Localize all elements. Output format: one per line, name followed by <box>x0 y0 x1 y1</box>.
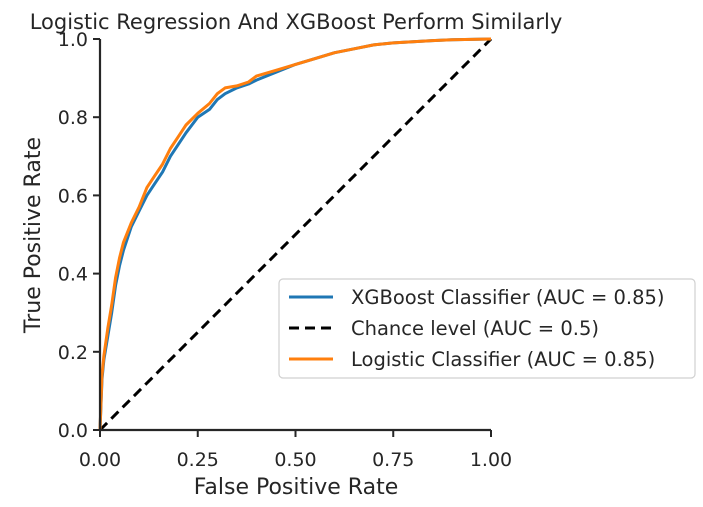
legend-items: XGBoost Classifier (AUC = 0.85) Chance le… <box>289 286 665 371</box>
x-axis-label: False Positive Rate <box>194 475 398 500</box>
x-ticks: 0.00 0.25 0.50 0.75 1.00 <box>79 430 512 471</box>
y-axis-label: True Positive Rate <box>21 137 46 334</box>
plot-area: 0.00 0.25 0.50 0.75 1.00 0.0 0.2 0.4 0.6 0.8 1.0 <box>58 29 512 471</box>
y-tick-label: 1.0 <box>58 29 88 51</box>
y-tick-label: 0.2 <box>58 342 88 364</box>
x-tick-label: 1.00 <box>470 449 512 471</box>
legend-label: XGBoost Classifier (AUC = 0.85) <box>351 286 665 309</box>
y-tick-label: 0.8 <box>58 107 88 129</box>
y-ticks: 0.0 0.2 0.4 0.6 0.8 1.0 <box>58 29 100 442</box>
x-tick-label: 0.75 <box>372 449 414 471</box>
legend: XGBoost Classifier (AUC = 0.85) Chance le… <box>278 278 696 379</box>
y-tick-label: 0.6 <box>58 185 88 207</box>
x-tick-label: 0.25 <box>177 449 219 471</box>
x-tick-label: 0.00 <box>79 449 121 471</box>
legend-box <box>278 278 696 379</box>
series-line-1 <box>98 37 493 432</box>
series-line-2 <box>98 37 492 431</box>
chart-title: Logistic Regression And XGBoost Perform … <box>30 10 563 34</box>
series-layer <box>98 37 493 432</box>
x-tick-label: 0.50 <box>274 449 316 471</box>
legend-label: Chance level (AUC = 0.5) <box>351 317 599 340</box>
y-tick-label: 0.4 <box>58 264 88 286</box>
legend-label: Logistic Classifier (AUC = 0.85) <box>351 348 655 371</box>
y-tick-label: 0.0 <box>58 420 88 442</box>
